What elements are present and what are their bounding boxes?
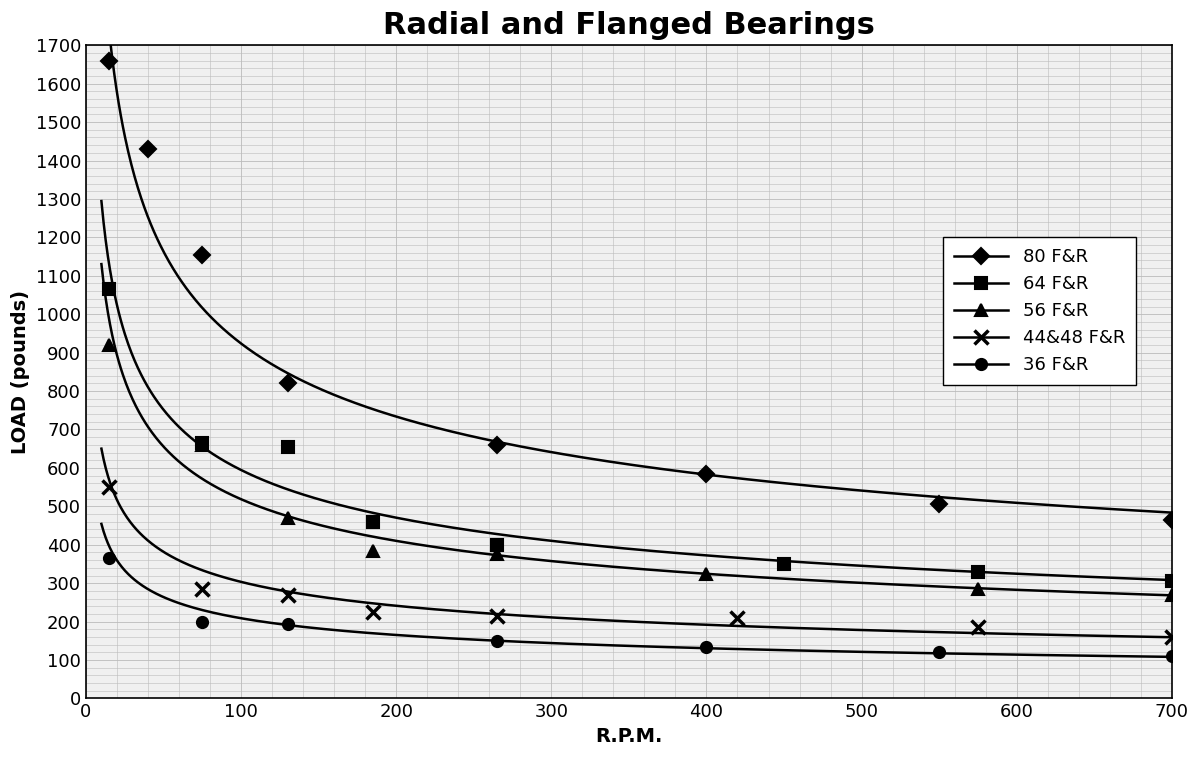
64 F&R xyxy=(490,540,504,550)
56 F&R xyxy=(971,584,985,593)
80 F&R xyxy=(140,145,155,154)
80 F&R xyxy=(700,469,714,478)
64 F&R xyxy=(366,517,380,526)
56 F&R xyxy=(102,341,116,350)
56 F&R xyxy=(490,550,504,559)
Legend: 80 F&R, 64 F&R, 56 F&R, 44&48 F&R, 36 F&R: 80 F&R, 64 F&R, 56 F&R, 44&48 F&R, 36 F&… xyxy=(943,237,1135,385)
80 F&R xyxy=(281,378,295,388)
36 F&R xyxy=(932,648,947,657)
44&48 F&R xyxy=(366,607,380,616)
80 F&R xyxy=(196,250,210,259)
44&48 F&R xyxy=(490,612,504,621)
44&48 F&R xyxy=(971,623,985,632)
64 F&R xyxy=(971,567,985,576)
Line: 64 F&R: 64 F&R xyxy=(103,284,1177,587)
36 F&R xyxy=(1165,652,1180,661)
Y-axis label: LOAD (pounds): LOAD (pounds) xyxy=(11,290,30,454)
56 F&R xyxy=(700,569,714,578)
56 F&R xyxy=(366,546,380,555)
36 F&R xyxy=(196,617,210,626)
Title: Radial and Flanged Bearings: Radial and Flanged Bearings xyxy=(383,11,875,40)
80 F&R xyxy=(490,441,504,450)
80 F&R xyxy=(102,56,116,65)
44&48 F&R xyxy=(731,613,745,622)
36 F&R xyxy=(102,553,116,562)
Line: 36 F&R: 36 F&R xyxy=(103,553,1177,662)
64 F&R xyxy=(196,438,210,447)
44&48 F&R xyxy=(196,584,210,593)
36 F&R xyxy=(490,637,504,646)
36 F&R xyxy=(281,619,295,628)
44&48 F&R xyxy=(1165,632,1180,641)
56 F&R xyxy=(196,441,210,450)
64 F&R xyxy=(1165,577,1180,586)
80 F&R xyxy=(932,500,947,509)
56 F&R xyxy=(1165,590,1180,600)
X-axis label: R.P.M.: R.P.M. xyxy=(595,727,662,746)
80 F&R xyxy=(1165,516,1180,525)
Line: 56 F&R: 56 F&R xyxy=(103,339,1177,600)
64 F&R xyxy=(281,442,295,451)
Line: 44&48 F&R: 44&48 F&R xyxy=(102,480,1178,644)
64 F&R xyxy=(102,285,116,294)
44&48 F&R xyxy=(102,482,116,491)
64 F&R xyxy=(776,559,791,569)
Line: 80 F&R: 80 F&R xyxy=(103,55,1177,525)
36 F&R xyxy=(700,642,714,651)
44&48 F&R xyxy=(281,590,295,600)
56 F&R xyxy=(281,513,295,522)
